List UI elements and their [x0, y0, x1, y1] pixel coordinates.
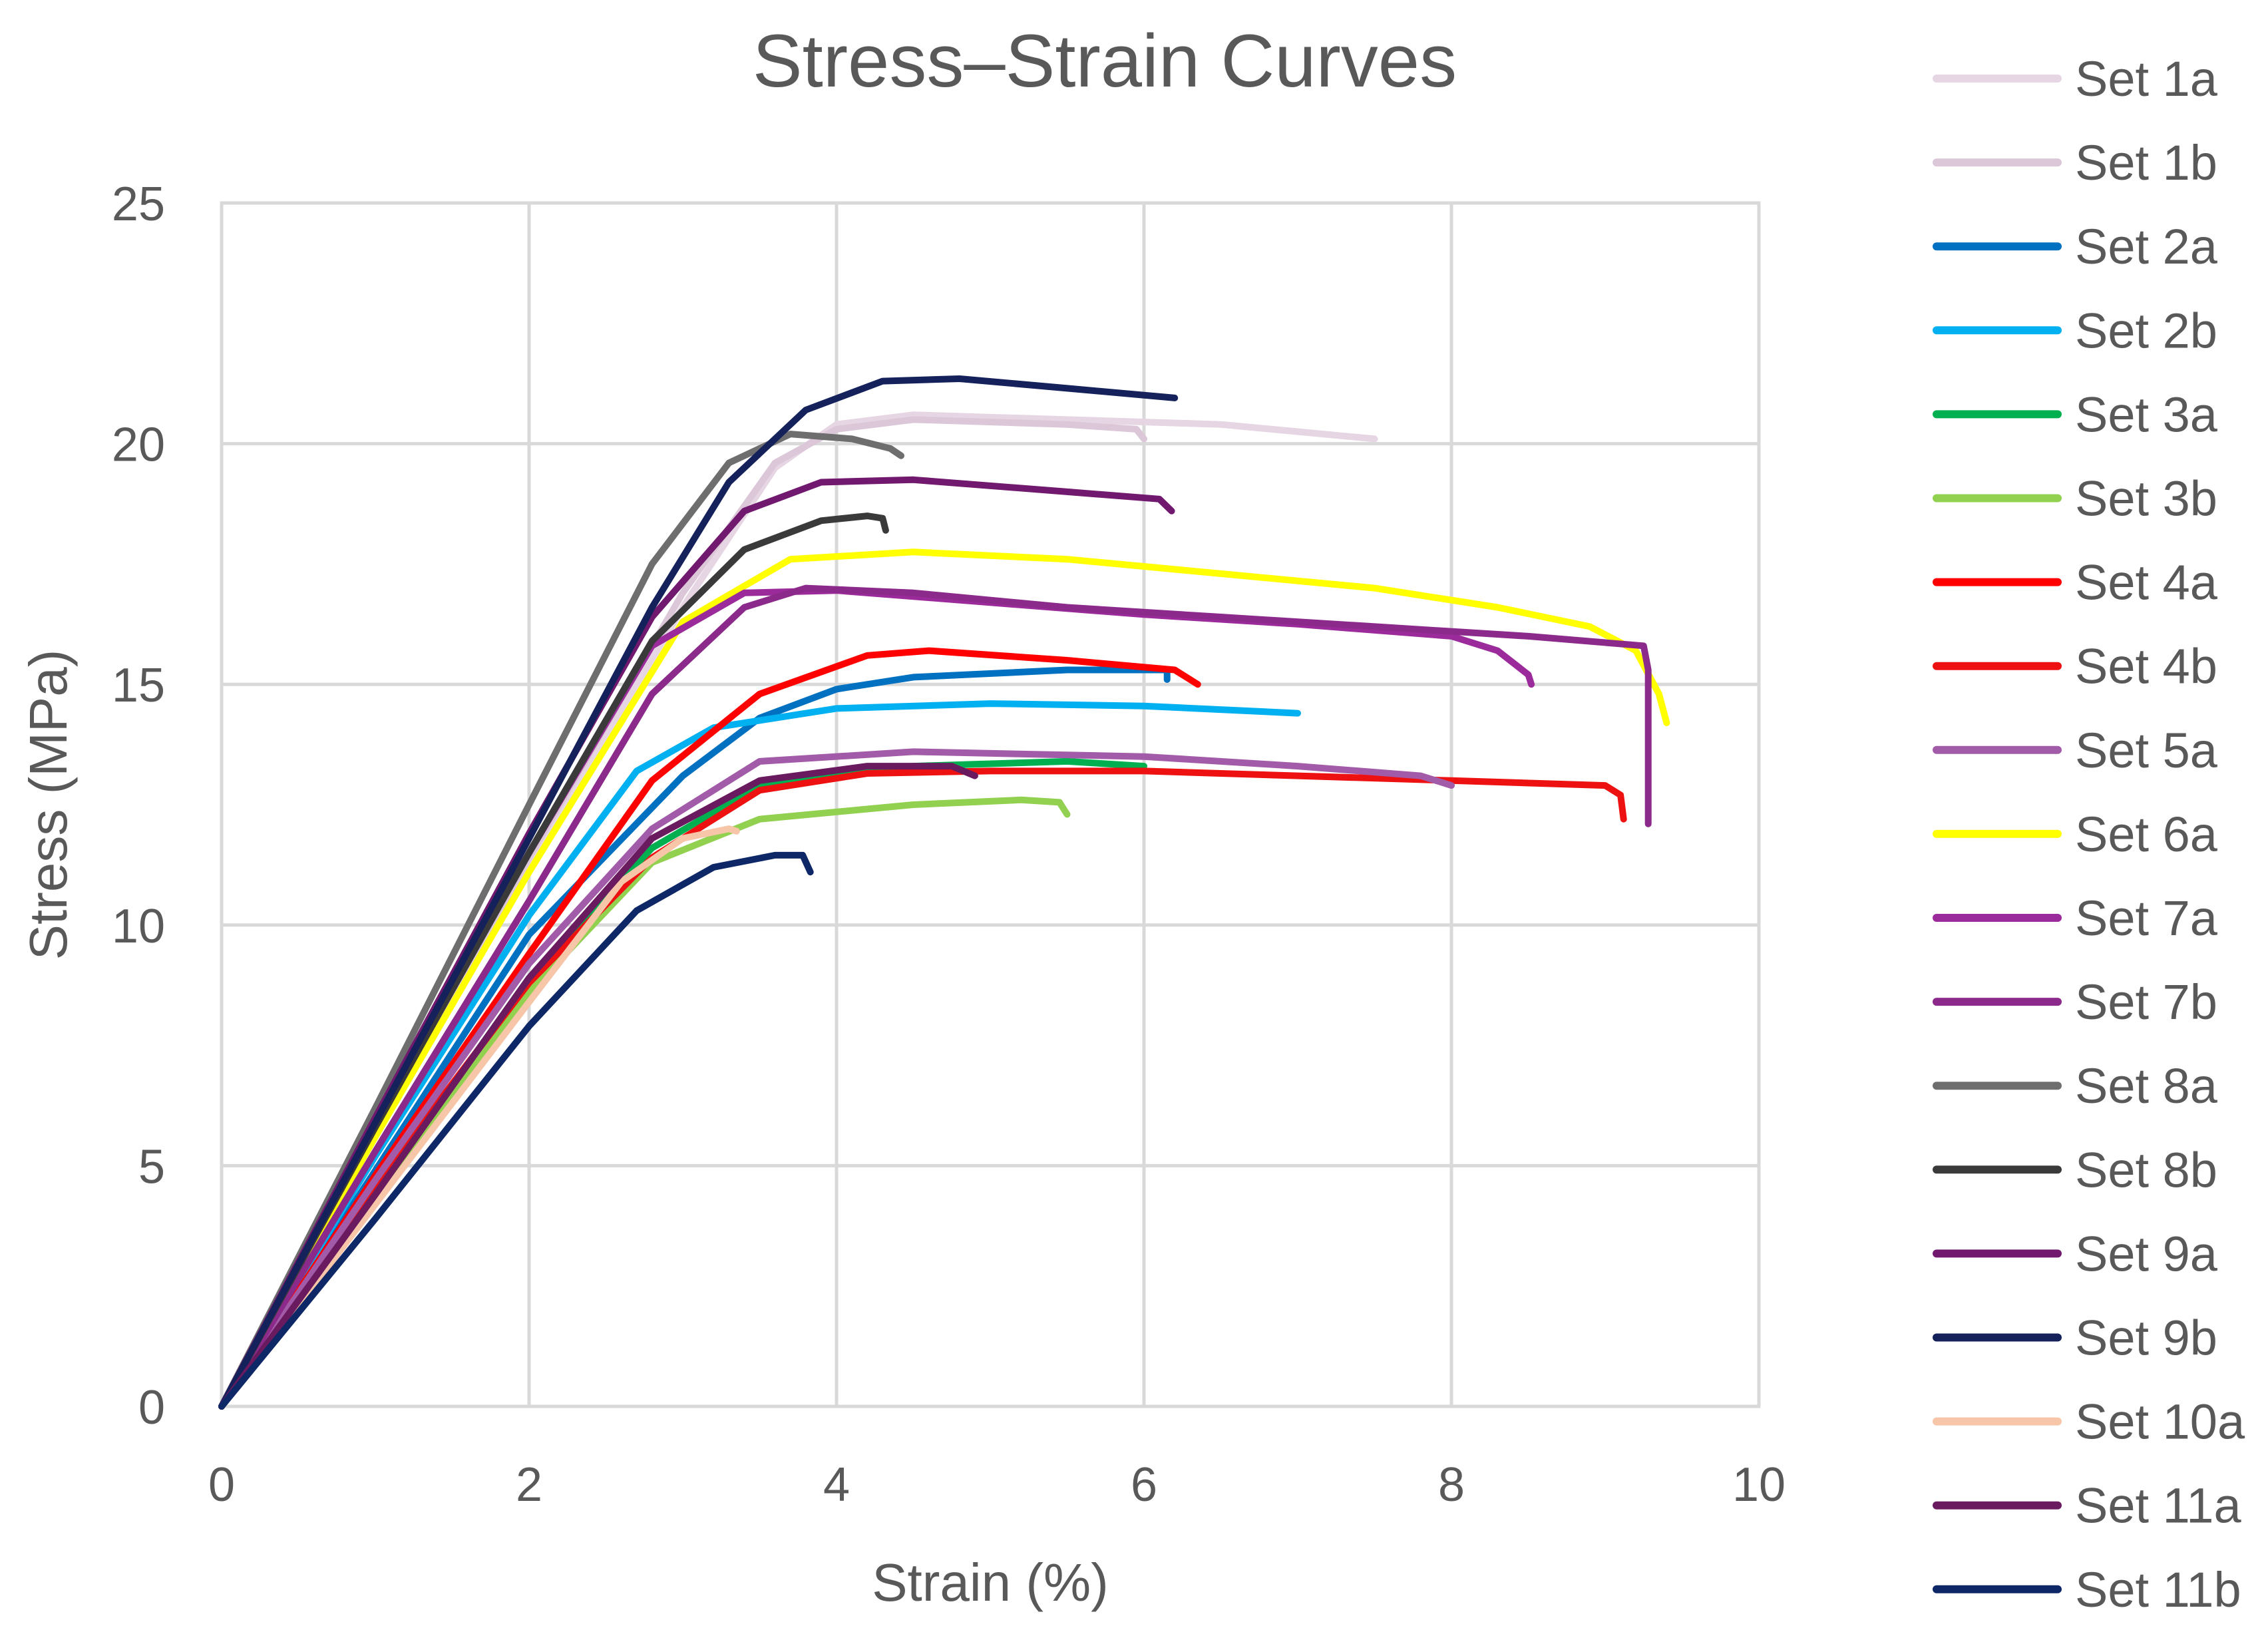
legend-label-set-1b: Set 1b: [2075, 135, 2217, 190]
legend-label-set-5a: Set 5a: [2075, 723, 2218, 778]
chart-title: Stress–Strain Curves: [753, 19, 1457, 103]
legend-label-set-3a: Set 3a: [2075, 387, 2218, 442]
series-line-set-7b: [218, 584, 1652, 1410]
y-tick-label: 5: [138, 1140, 165, 1193]
series-layer: [218, 375, 1670, 1410]
x-tick-label: 2: [516, 1458, 542, 1512]
y-tick-label: 10: [112, 900, 165, 953]
y-tick-label: 25: [112, 178, 165, 231]
x-axis-title: Strain (%): [872, 1553, 1109, 1612]
legend-label-set-8b: Set 8b: [2075, 1142, 2217, 1197]
x-tick-label: 8: [1438, 1458, 1465, 1512]
series-line-set-2a: [218, 666, 1171, 1410]
y-tick-label: 20: [112, 419, 165, 472]
x-tick-label: 6: [1131, 1458, 1157, 1512]
tick-labels: 0 5 10 15 20 25 0 2 4 6 8 10: [112, 178, 1786, 1512]
legend-label-set-11b: Set 11b: [2075, 1562, 2241, 1617]
legend-label-set-7a: Set 7a: [2075, 891, 2218, 946]
legend-label-set-3b: Set 3b: [2075, 471, 2217, 526]
legend-label-set-2a: Set 2a: [2075, 219, 2218, 274]
plot-area-border: [220, 201, 1761, 1408]
legend-label-set-9b: Set 9b: [2075, 1311, 2217, 1366]
series-line-set-8a: [218, 431, 904, 1410]
series-line-set-3b: [218, 796, 1071, 1410]
series-line-set-2b: [218, 700, 1301, 1410]
x-tick-label: 0: [208, 1458, 235, 1512]
x-tick-label: 10: [1732, 1458, 1786, 1512]
legend-label-set-6a: Set 6a: [2075, 807, 2218, 862]
series-line-set-3a: [218, 757, 1147, 1410]
legend-label-set-1a: Set 1a: [2075, 51, 2218, 106]
series-line-set-11b: [218, 851, 814, 1410]
series-line-set-11a: [218, 763, 978, 1410]
x-tick-label: 4: [823, 1458, 850, 1512]
legend-label-set-10a: Set 10a: [2075, 1394, 2245, 1450]
series-line-set-9b: [218, 375, 1179, 1410]
legend-label-set-4b: Set 4b: [2075, 639, 2217, 694]
series-line-set-8b: [218, 513, 889, 1410]
series-line-set-7a: [218, 587, 1535, 1410]
legend-label-set-11a: Set 11a: [2075, 1478, 2241, 1534]
y-axis-title: Stress (MPa): [19, 650, 78, 960]
series-line-set-10a: [218, 825, 740, 1410]
legend-label-set-4a: Set 4a: [2075, 555, 2218, 610]
legend-label-set-7b: Set 7b: [2075, 974, 2217, 1030]
y-tick-label: 15: [112, 659, 165, 712]
series-line-set-4a: [218, 647, 1201, 1410]
legend-label-set-9a: Set 9a: [2075, 1226, 2218, 1281]
series-line-set-1b: [218, 416, 1147, 1410]
legend: Set 1a Set 1b Set 2a Set 2b Set 3a Set 3b Set …: [1933, 51, 2245, 1617]
series-line-set-5a: [218, 748, 1455, 1410]
y-tick-label: 0: [138, 1381, 165, 1434]
series-line-set-1a: [218, 411, 1378, 1410]
legend-label-set-8a: Set 8a: [2075, 1058, 2218, 1114]
legend-label-set-2b: Set 2b: [2075, 303, 2217, 358]
